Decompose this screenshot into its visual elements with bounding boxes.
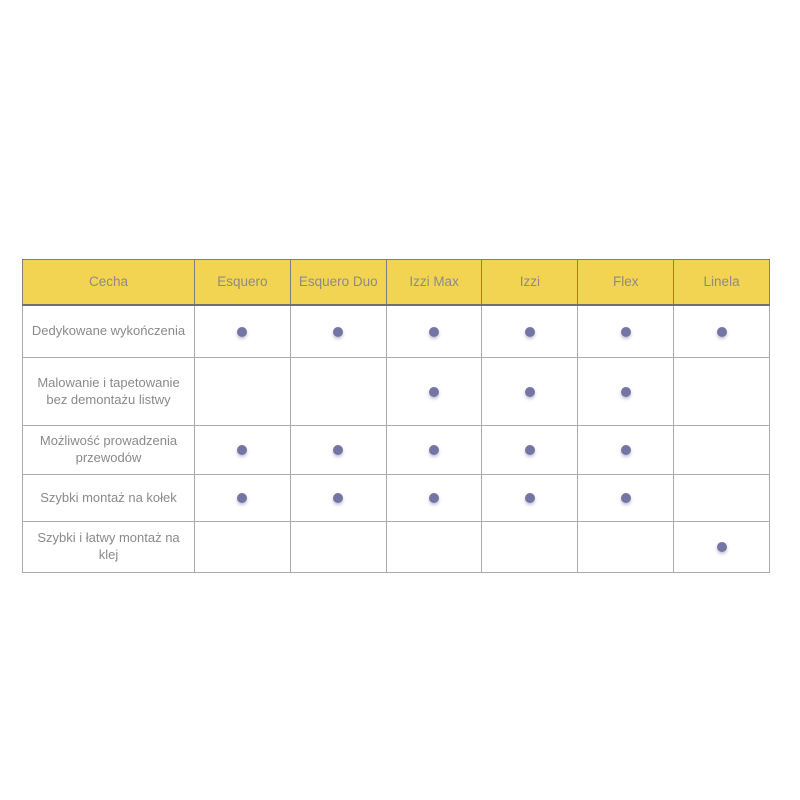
availability-cell <box>289 304 387 358</box>
availability-cell <box>673 425 770 475</box>
table-row: Szybki montaż na kołek <box>22 474 770 522</box>
product-column-header: Izzi <box>481 259 579 306</box>
availability-cell <box>673 357 770 426</box>
availability-cell <box>194 474 291 522</box>
availability-dot-icon <box>429 326 440 337</box>
feature-label: Szybki i łatwy montaż na klej <box>22 521 195 573</box>
feature-label: Szybki montaż na kołek <box>22 474 195 522</box>
availability-dot-icon <box>524 445 535 456</box>
availability-cell <box>385 521 483 573</box>
availability-cell <box>481 425 579 475</box>
product-column-header: Izzi Max <box>385 259 483 306</box>
availability-cell <box>577 425 675 475</box>
availability-cell <box>385 304 483 358</box>
availability-dot-icon <box>429 445 440 456</box>
table-row: Możliwość prowadzenia przewodów <box>22 425 770 475</box>
availability-dot-icon <box>620 493 631 504</box>
product-column-header: Flex <box>577 259 675 306</box>
availability-dot-icon <box>716 542 727 553</box>
availability-cell <box>673 304 770 358</box>
availability-dot-icon <box>620 326 631 337</box>
availability-cell <box>577 357 675 426</box>
table-row: Dedykowane wykończenia <box>22 304 770 358</box>
availability-cell <box>194 304 291 358</box>
product-column-header: Esquero Duo <box>289 259 387 306</box>
availability-cell <box>385 425 483 475</box>
availability-dot-icon <box>333 493 344 504</box>
product-column-header: Linela <box>673 259 770 306</box>
availability-dot-icon <box>237 445 248 456</box>
availability-cell <box>481 357 579 426</box>
availability-cell <box>385 474 483 522</box>
table-row: Malowanie i tapetowanie bez demontażu li… <box>22 357 770 426</box>
availability-dot-icon <box>524 493 535 504</box>
availability-cell <box>673 521 770 573</box>
availability-cell <box>673 474 770 522</box>
availability-dot-icon <box>524 326 535 337</box>
availability-dot-icon <box>237 493 248 504</box>
availability-dot-icon <box>333 445 344 456</box>
availability-cell <box>577 521 675 573</box>
availability-cell <box>289 521 387 573</box>
feature-label: Malowanie i tapetowanie bez demontażu li… <box>22 357 195 426</box>
comparison-table: Cecha Esquero Esquero Duo Izzi Max Izzi Flex L… <box>22 259 770 573</box>
availability-dot-icon <box>620 445 631 456</box>
availability-dot-icon <box>429 493 440 504</box>
availability-cell <box>385 357 483 426</box>
availability-dot-icon <box>620 386 631 397</box>
availability-dot-icon <box>716 326 727 337</box>
table-body: Dedykowane wykończenia Malowanie i tapeto… <box>22 304 770 573</box>
availability-cell <box>481 474 579 522</box>
availability-cell <box>289 357 387 426</box>
availability-cell <box>481 304 579 358</box>
feature-column-header: Cecha <box>22 259 195 306</box>
availability-cell <box>289 425 387 475</box>
availability-dot-icon <box>237 326 248 337</box>
availability-dot-icon <box>429 386 440 397</box>
availability-dot-icon <box>333 326 344 337</box>
availability-cell <box>577 304 675 358</box>
feature-label: Możliwość prowadzenia przewodów <box>22 425 195 475</box>
header-row: Cecha Esquero Esquero Duo Izzi Max Izzi Flex L… <box>22 259 770 306</box>
feature-label: Dedykowane wykończenia <box>22 304 195 358</box>
availability-cell <box>194 425 291 475</box>
table-row: Szybki i łatwy montaż na klej <box>22 521 770 573</box>
availability-cell <box>194 357 291 426</box>
availability-cell <box>481 521 579 573</box>
availability-cell <box>194 521 291 573</box>
product-column-header: Esquero <box>194 259 291 306</box>
availability-cell <box>289 474 387 522</box>
availability-cell <box>577 474 675 522</box>
availability-dot-icon <box>524 386 535 397</box>
